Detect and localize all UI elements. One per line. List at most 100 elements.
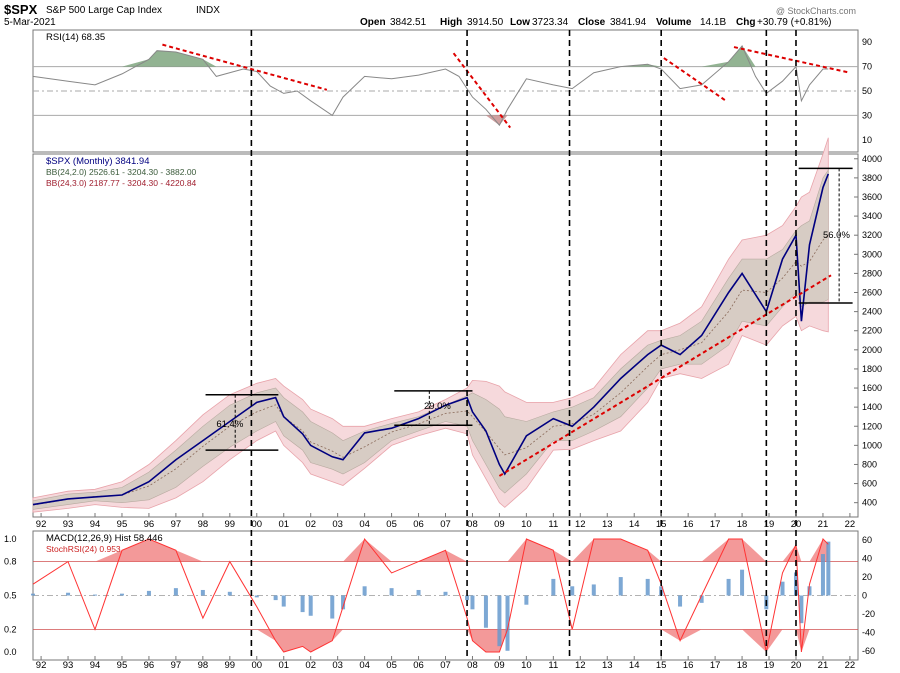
price-ytick: 400 — [862, 498, 877, 508]
stoch-ytick: 1.0 — [4, 534, 17, 544]
x-tick-label: 93 — [63, 660, 74, 671]
rsi-ytick: 50 — [862, 86, 872, 96]
macd-hist-bar — [470, 595, 475, 610]
x-tick-label: 95 — [117, 660, 128, 671]
x-tick-label: 92 — [36, 660, 47, 671]
macd-ytick: 60 — [862, 535, 872, 545]
macd-legend: MACD(12,26,9) Hist 58.446 — [46, 533, 163, 544]
stoch-ytick: 0.8 — [4, 557, 17, 567]
bb3-legend: BB(24,3.0) 2187.77 - 3204.30 - 4220.84 — [46, 178, 197, 188]
rsi-trendline — [452, 52, 512, 129]
x-tick-label: 10 — [521, 660, 532, 671]
x-tick-label: 96 — [144, 660, 155, 671]
vertical-marker-lines — [250, 30, 797, 660]
x-tick-label: 12 — [575, 660, 586, 671]
x-tick-label: 19 — [764, 519, 775, 530]
x-tick-label: 16 — [683, 660, 694, 671]
macd-hist-bar — [618, 577, 623, 596]
price-ytick: 600 — [862, 479, 877, 489]
macd-hist-bar — [173, 588, 178, 596]
macd-hist-bar — [308, 595, 313, 616]
stoch-ytick: 0.2 — [4, 624, 17, 634]
x-tick-label: 01 — [278, 519, 289, 530]
macd-hist-bar — [93, 594, 98, 596]
x-tick-label: 17 — [710, 660, 721, 671]
x-tick-label: 92 — [36, 519, 47, 530]
close-value: 3841.94 — [610, 17, 647, 28]
x-tick-label: 93 — [63, 519, 74, 530]
x-tick-label: 94 — [90, 519, 101, 530]
macd-hist-bar — [820, 554, 825, 596]
price-ytick: 3600 — [862, 192, 882, 202]
macd-hist-bar — [570, 586, 575, 596]
x-tick-label: 95 — [117, 519, 128, 530]
price-ytick: 2600 — [862, 288, 882, 298]
price-ytick: 1800 — [862, 364, 882, 374]
macd-hist-bar — [740, 569, 745, 596]
low-value: 3723.34 — [532, 17, 569, 28]
rsi-layer: 90 70 50 30 10 — [32, 37, 872, 145]
price-ytick: 3800 — [862, 173, 882, 183]
x-tick-label: 20 — [791, 660, 802, 671]
macd-hist-bar — [483, 595, 488, 628]
x-tick-label: 22 — [845, 660, 856, 671]
x-tick-label: 97 — [171, 660, 182, 671]
low-label: Low — [510, 17, 530, 28]
rsi-ytick: 10 — [862, 135, 872, 145]
macd-hist-bar — [300, 595, 305, 613]
rsi-trendline — [733, 46, 851, 74]
x-tick-label: 10 — [521, 519, 532, 530]
macd-hist-bar — [678, 595, 683, 607]
rsi-ytick: 90 — [862, 37, 872, 47]
macd-hist-bar — [799, 595, 804, 624]
stoch-ytick: 0.5 — [4, 591, 17, 601]
price-ytick: 2400 — [862, 307, 882, 317]
x-tick-label: 19 — [764, 660, 775, 671]
pct-annotation: 61.4% — [216, 419, 243, 430]
x-tick-label: 98 — [198, 519, 209, 530]
macd-hist-bar — [330, 595, 335, 619]
x-axis: 92 92 93 93 94 94 95 95 96 96 97 97 98 98 99 99 00 00 01 01… — [36, 513, 855, 671]
x-tick-label: 05 — [386, 660, 397, 671]
rsi-trendline — [663, 57, 727, 102]
macd-hist-bar — [31, 593, 35, 596]
price-ytick: 3200 — [862, 230, 882, 240]
x-tick-label: 06 — [413, 660, 424, 671]
x-tick-label: 04 — [359, 519, 370, 530]
x-tick-label: 18 — [737, 519, 748, 530]
macd-hist-bar — [254, 595, 259, 598]
x-tick-label: 04 — [359, 660, 370, 671]
x-tick-label: 96 — [144, 519, 155, 530]
macd-hist-bar — [780, 581, 785, 596]
x-tick-label: 17 — [710, 519, 721, 530]
chg-value: +30.79 (+0.81%) — [757, 17, 832, 28]
volume-value: 14.1B — [700, 17, 726, 28]
price-ytick: 800 — [862, 459, 877, 469]
macd-ytick: 0 — [862, 591, 867, 601]
macd-hist-bar — [505, 595, 510, 651]
rsi-oversold-fill — [33, 115, 829, 126]
x-tick-label: 15 — [656, 519, 667, 530]
macd-ytick: 40 — [862, 554, 872, 564]
price-ytick: 1400 — [862, 402, 882, 412]
stoch-oversold-fill — [33, 629, 829, 652]
rsi-ytick: 70 — [862, 62, 872, 72]
macd-hist-bar — [645, 578, 650, 596]
rsi-legend: RSI(14) 68.35 — [46, 32, 105, 43]
close-label: Close — [578, 17, 606, 28]
macd-hist-bar — [341, 595, 346, 610]
macd-hist-bar — [66, 592, 71, 596]
price-ytick: 3400 — [862, 211, 882, 221]
x-tick-label: 07 — [440, 519, 451, 530]
rsi-trendline — [162, 43, 328, 91]
high-value: 3914.50 — [467, 17, 504, 28]
macd-ytick: 20 — [862, 572, 872, 582]
x-tick-label: 03 — [332, 660, 343, 671]
price-ytick: 2000 — [862, 345, 882, 355]
volume-label: Volume — [656, 17, 692, 28]
x-tick-label: 00 — [251, 660, 262, 671]
macd-hist-bar — [826, 541, 831, 596]
price-ytick: 2800 — [862, 268, 882, 278]
